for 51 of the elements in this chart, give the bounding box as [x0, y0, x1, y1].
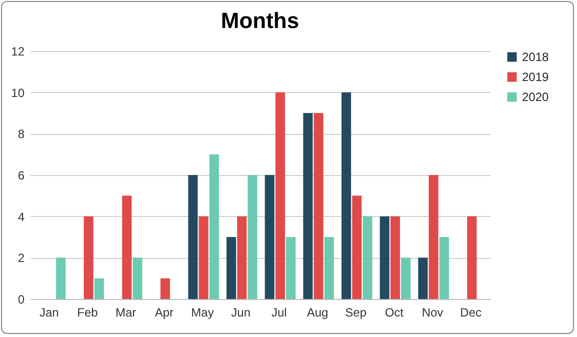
y-tick-label: 8: [18, 127, 25, 142]
x-tick-label: Jul: [271, 306, 287, 320]
bar: [160, 278, 170, 299]
bar: [94, 278, 104, 299]
legend-label: 2020: [522, 90, 550, 104]
bar: [380, 216, 390, 299]
bar: [132, 258, 142, 299]
x-tick-label: Oct: [384, 306, 404, 320]
bar: [303, 113, 313, 299]
bar: [439, 237, 449, 299]
x-tick-label: Aug: [306, 306, 328, 320]
bar: [264, 175, 274, 299]
x-tick-label: Sep: [345, 306, 367, 320]
bar: [390, 216, 400, 299]
bar: [324, 237, 334, 299]
chart-title: Months: [220, 8, 300, 33]
x-tick-label: Nov: [422, 306, 444, 320]
bar: [352, 196, 362, 299]
bar: [401, 258, 411, 299]
bar: [314, 113, 324, 299]
bar: [467, 216, 477, 299]
bar: [226, 237, 236, 299]
bar: [56, 258, 66, 299]
bar: [275, 92, 285, 299]
bar: [248, 175, 258, 299]
x-tick-label: Dec: [460, 306, 482, 320]
bar: [286, 237, 296, 299]
bar: [418, 258, 428, 299]
y-tick-label: 12: [11, 44, 25, 58]
bar: [122, 196, 132, 299]
bar: [198, 216, 208, 299]
y-tick-label: 6: [18, 168, 25, 182]
bar: [237, 216, 247, 299]
x-tick-label: Feb: [77, 306, 98, 320]
y-tick-label: 2: [18, 251, 25, 266]
bar: [428, 175, 438, 299]
bar: [342, 92, 352, 299]
x-tick-label: May: [191, 306, 214, 320]
x-tick-label: Apr: [154, 306, 174, 320]
y-tick-label: 4: [18, 210, 25, 224]
x-tick-label: Jan: [39, 306, 59, 320]
x-tick-label: Mar: [115, 306, 136, 320]
bar: [362, 216, 372, 299]
bar: [188, 175, 198, 299]
bar: [209, 154, 219, 299]
bar: [84, 216, 94, 299]
x-tick-label: Jun: [231, 306, 251, 320]
y-tick-label: 0: [18, 292, 25, 306]
legend-label: 2018: [522, 50, 550, 64]
legend-label: 2019: [522, 70, 550, 84]
y-tick-label: 10: [11, 86, 25, 100]
